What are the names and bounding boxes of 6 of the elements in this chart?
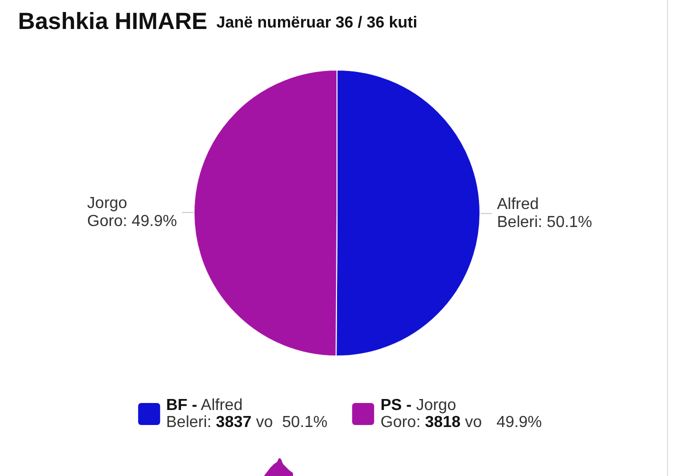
chart-title: Bashkia HIMARE: [18, 8, 208, 34]
chart-subtitle: Janë numëruar 36 / 36 kuti: [216, 14, 418, 32]
text: PS - Jorgo Goro: 3818 vo 49.9%: [380, 397, 542, 431]
slice-label: Jorgo Goro: 49.9%: [87, 195, 177, 230]
slice-label: Alfred Beleri: 50.1%: [497, 196, 592, 231]
text: BF - Alfred Beleri: 3837 vo 50.1%: [166, 397, 328, 431]
